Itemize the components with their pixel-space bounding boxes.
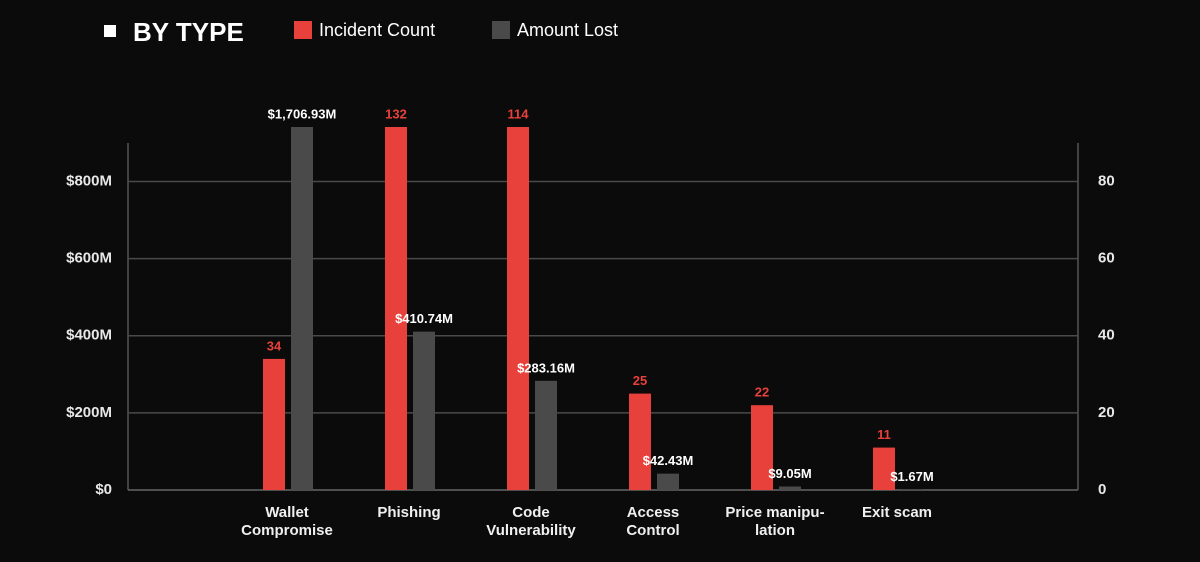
y2-tick-label: 20: [1098, 404, 1115, 421]
value-label: 11: [877, 427, 891, 442]
legend-swatch: [294, 21, 312, 39]
x-tick-label: Wallet: [265, 504, 309, 521]
x-tick-label: Compromise: [241, 522, 333, 539]
legend-label: Incident Count: [319, 20, 435, 40]
legend-swatch: [492, 21, 510, 39]
bar: [629, 393, 651, 490]
value-label: $1.67M: [890, 469, 933, 484]
bar: [751, 405, 773, 490]
bars: [263, 127, 923, 490]
bar: [291, 127, 313, 490]
value-label: $1,706.93M: [268, 106, 337, 121]
legend: Incident Count Amount Lost: [294, 20, 618, 40]
y-tick-label: $600M: [66, 250, 112, 267]
bar: [901, 489, 923, 490]
x-tick-label: Exit scam: [862, 504, 932, 521]
bar: [385, 127, 407, 490]
bar: [779, 486, 801, 490]
x-tick-label: Price manipu-: [725, 504, 824, 521]
y2-tick-label: 80: [1098, 173, 1115, 190]
y2-tick-label: 60: [1098, 250, 1115, 267]
value-label: 25: [633, 373, 647, 388]
bar: [657, 473, 679, 490]
bar: [507, 127, 529, 490]
x-tick-label: lation: [755, 522, 795, 539]
value-label: $9.05M: [768, 466, 811, 481]
value-label: 22: [755, 385, 769, 400]
y2-tick-label: 0: [1098, 481, 1106, 498]
y-tick-label: $800M: [66, 173, 112, 190]
x-tick-label: Control: [626, 522, 679, 539]
grid: [127, 143, 1079, 491]
x-tick-label: Vulnerability: [486, 522, 576, 539]
chart-title: BY TYPE: [133, 17, 244, 47]
bar: [413, 331, 435, 490]
y2-tick-label: 40: [1098, 327, 1115, 344]
bar: [263, 358, 285, 490]
x-tick-label: Code: [512, 504, 550, 521]
bar: [873, 447, 895, 490]
x-tick-label: Access: [627, 504, 680, 521]
labels: $0 $200M $400M $600M $800M 0 20 40 60 80 WalletCom…: [66, 106, 1115, 539]
legend-label: Amount Lost: [517, 20, 618, 40]
value-label: $410.74M: [395, 311, 453, 326]
title-icon: [104, 25, 116, 37]
y-tick-label: $0: [95, 481, 112, 498]
value-label: 114: [508, 106, 530, 121]
y-tick-label: $400M: [66, 327, 112, 344]
value-label: $283.16M: [517, 360, 575, 375]
value-label: 132: [385, 106, 407, 121]
bar: [535, 380, 557, 490]
value-label: 34: [267, 338, 282, 353]
y-tick-label: $200M: [66, 404, 112, 421]
value-label: $42.43M: [643, 453, 694, 468]
x-tick-label: Phishing: [377, 504, 440, 521]
